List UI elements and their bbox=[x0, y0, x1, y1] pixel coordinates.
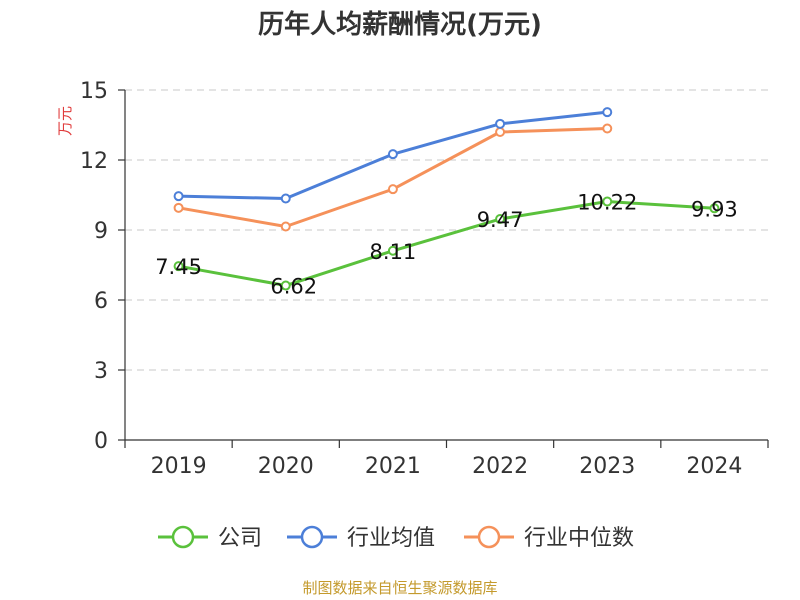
data-label: 10.22 bbox=[577, 191, 637, 215]
x-tick-label: 2023 bbox=[579, 454, 635, 479]
y-axis-label: 万元 bbox=[56, 106, 74, 136]
data-point bbox=[173, 202, 184, 213]
legend-label: 行业均值 bbox=[347, 526, 435, 551]
grid bbox=[125, 89, 768, 371]
data-label: 8.11 bbox=[370, 240, 417, 264]
legend-label: 行业中位数 bbox=[524, 526, 634, 551]
x-tick-label: 2021 bbox=[365, 454, 421, 479]
data-point bbox=[280, 280, 291, 291]
data-point bbox=[495, 127, 506, 137]
legend-marker bbox=[171, 525, 195, 549]
legend-item[interactable]: 行业中位数 bbox=[464, 525, 634, 551]
x-tick-label: 2022 bbox=[472, 454, 528, 479]
data-point bbox=[495, 214, 506, 225]
legend-label: 公司 bbox=[218, 526, 262, 551]
y-tick-label: 12 bbox=[80, 149, 108, 174]
data-point bbox=[602, 123, 613, 134]
data-labels: 7.45 6.62 8.11 9.47 10.22 9.93 bbox=[155, 191, 738, 299]
data-label: 9.47 bbox=[477, 208, 524, 232]
y-tick-label: 15 bbox=[80, 79, 108, 104]
x-tick-label: 2019 bbox=[151, 454, 207, 479]
data-point bbox=[387, 149, 398, 160]
legend-marker bbox=[300, 525, 324, 549]
data-point bbox=[173, 261, 184, 272]
data-point bbox=[709, 203, 720, 214]
series-layer bbox=[173, 107, 720, 291]
y-tick-label: 6 bbox=[94, 289, 108, 314]
data-point bbox=[602, 196, 613, 207]
data-label: 7.45 bbox=[155, 255, 202, 279]
series-line bbox=[178, 200, 715, 288]
axes: 0 3 6 9 12 15 2019 2020 2021 2022 2023 2024 bbox=[80, 79, 769, 479]
source-note: 制图数据来自恒生聚源数据库 bbox=[302, 579, 497, 597]
legend-item[interactable]: 公司 bbox=[158, 525, 262, 551]
legend-marker bbox=[477, 525, 501, 549]
data-point bbox=[602, 107, 613, 118]
data-point bbox=[280, 221, 291, 232]
data-point bbox=[495, 118, 506, 129]
data-point bbox=[280, 193, 291, 204]
x-tick-label: 2020 bbox=[258, 454, 314, 479]
y-tick-label: 3 bbox=[94, 359, 108, 384]
data-point bbox=[173, 191, 184, 202]
legend-item[interactable]: 行业均值 bbox=[287, 525, 435, 551]
data-point bbox=[387, 184, 398, 195]
y-tick-label: 0 bbox=[94, 429, 108, 454]
data-point bbox=[387, 245, 398, 256]
data-label: 9.93 bbox=[691, 197, 738, 221]
x-tick-label: 2024 bbox=[686, 454, 742, 479]
chart-title: 历年人均薪酬情况(万元) bbox=[258, 9, 542, 40]
y-tick-label: 9 bbox=[94, 219, 108, 244]
legend[interactable]: 公司 行业均值 行业中位数 bbox=[158, 525, 634, 551]
data-label: 6.62 bbox=[270, 275, 317, 299]
